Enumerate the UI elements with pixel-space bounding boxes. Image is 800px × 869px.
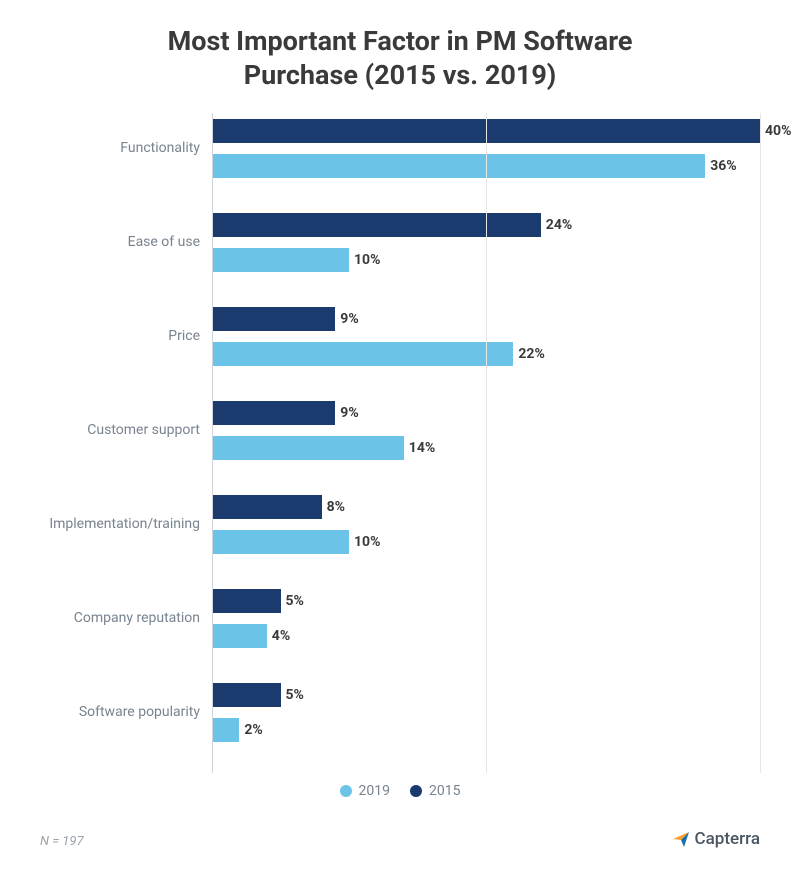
category-label: Implementation/training <box>32 516 212 532</box>
bar-value-label: 10% <box>349 534 380 550</box>
chart-title: Most Important Factor in PM Software Pur… <box>40 25 760 93</box>
bar-2015: 5% <box>212 683 281 707</box>
bar-2015: 5% <box>212 589 281 613</box>
bar-value-label: 24% <box>541 217 572 233</box>
bar-2019: 4% <box>212 624 267 648</box>
legend: 2019 2015 <box>40 783 760 801</box>
gridline <box>760 113 761 773</box>
capterra-icon <box>671 829 691 849</box>
legend-label: 2019 <box>359 783 390 799</box>
bar-2019: 10% <box>212 248 349 272</box>
title-line2: Purchase (2015 vs. 2019) <box>244 59 557 91</box>
bar-value-label: 9% <box>335 311 358 327</box>
bar-value-label: 5% <box>281 593 304 609</box>
bar-value-label: 4% <box>267 628 290 644</box>
bar-2019: 2% <box>212 718 239 742</box>
bar-2015: 24% <box>212 213 541 237</box>
category-label: Company reputation <box>32 610 212 626</box>
gridline <box>486 113 487 773</box>
bar-value-label: 36% <box>705 158 736 174</box>
bar-2015: 8% <box>212 495 322 519</box>
footer: N = 197 Capterra <box>40 829 760 849</box>
bar-value-label: 10% <box>349 252 380 268</box>
sample-size-note: N = 197 <box>40 834 84 849</box>
bar-2015: 9% <box>212 401 335 425</box>
bar-value-label: 40% <box>760 123 791 139</box>
gridline <box>212 113 213 773</box>
bar-2019: 36% <box>212 154 705 178</box>
bar-2019: 14% <box>212 436 404 460</box>
bar-2019: 10% <box>212 530 349 554</box>
legend-swatch <box>410 785 422 797</box>
bar-value-label: 14% <box>404 440 435 456</box>
brand-logo: Capterra <box>671 829 760 849</box>
legend-label: 2015 <box>429 783 460 799</box>
chart-area: Functionality40%36%Ease of use24%10%Pric… <box>212 113 760 773</box>
bar-2019: 22% <box>212 342 513 366</box>
bar-value-label: 8% <box>322 499 345 515</box>
category-label: Ease of use <box>32 234 212 250</box>
bar-value-label: 9% <box>335 405 358 421</box>
category-label: Customer support <box>32 422 212 438</box>
legend-item-2019: 2019 <box>340 783 390 799</box>
brand-name: Capterra <box>695 829 760 849</box>
chart-container: Most Important Factor in PM Software Pur… <box>0 0 800 869</box>
legend-item-2015: 2015 <box>410 783 460 799</box>
bar-2015: 9% <box>212 307 335 331</box>
bar-value-label: 22% <box>513 346 544 362</box>
category-label: Price <box>32 328 212 344</box>
bar-value-label: 2% <box>239 722 262 738</box>
category-label: Functionality <box>32 140 212 156</box>
title-line1: Most Important Factor in PM Software <box>168 25 633 57</box>
category-label: Software popularity <box>32 704 212 720</box>
legend-swatch <box>340 785 352 797</box>
bar-value-label: 5% <box>281 687 304 703</box>
